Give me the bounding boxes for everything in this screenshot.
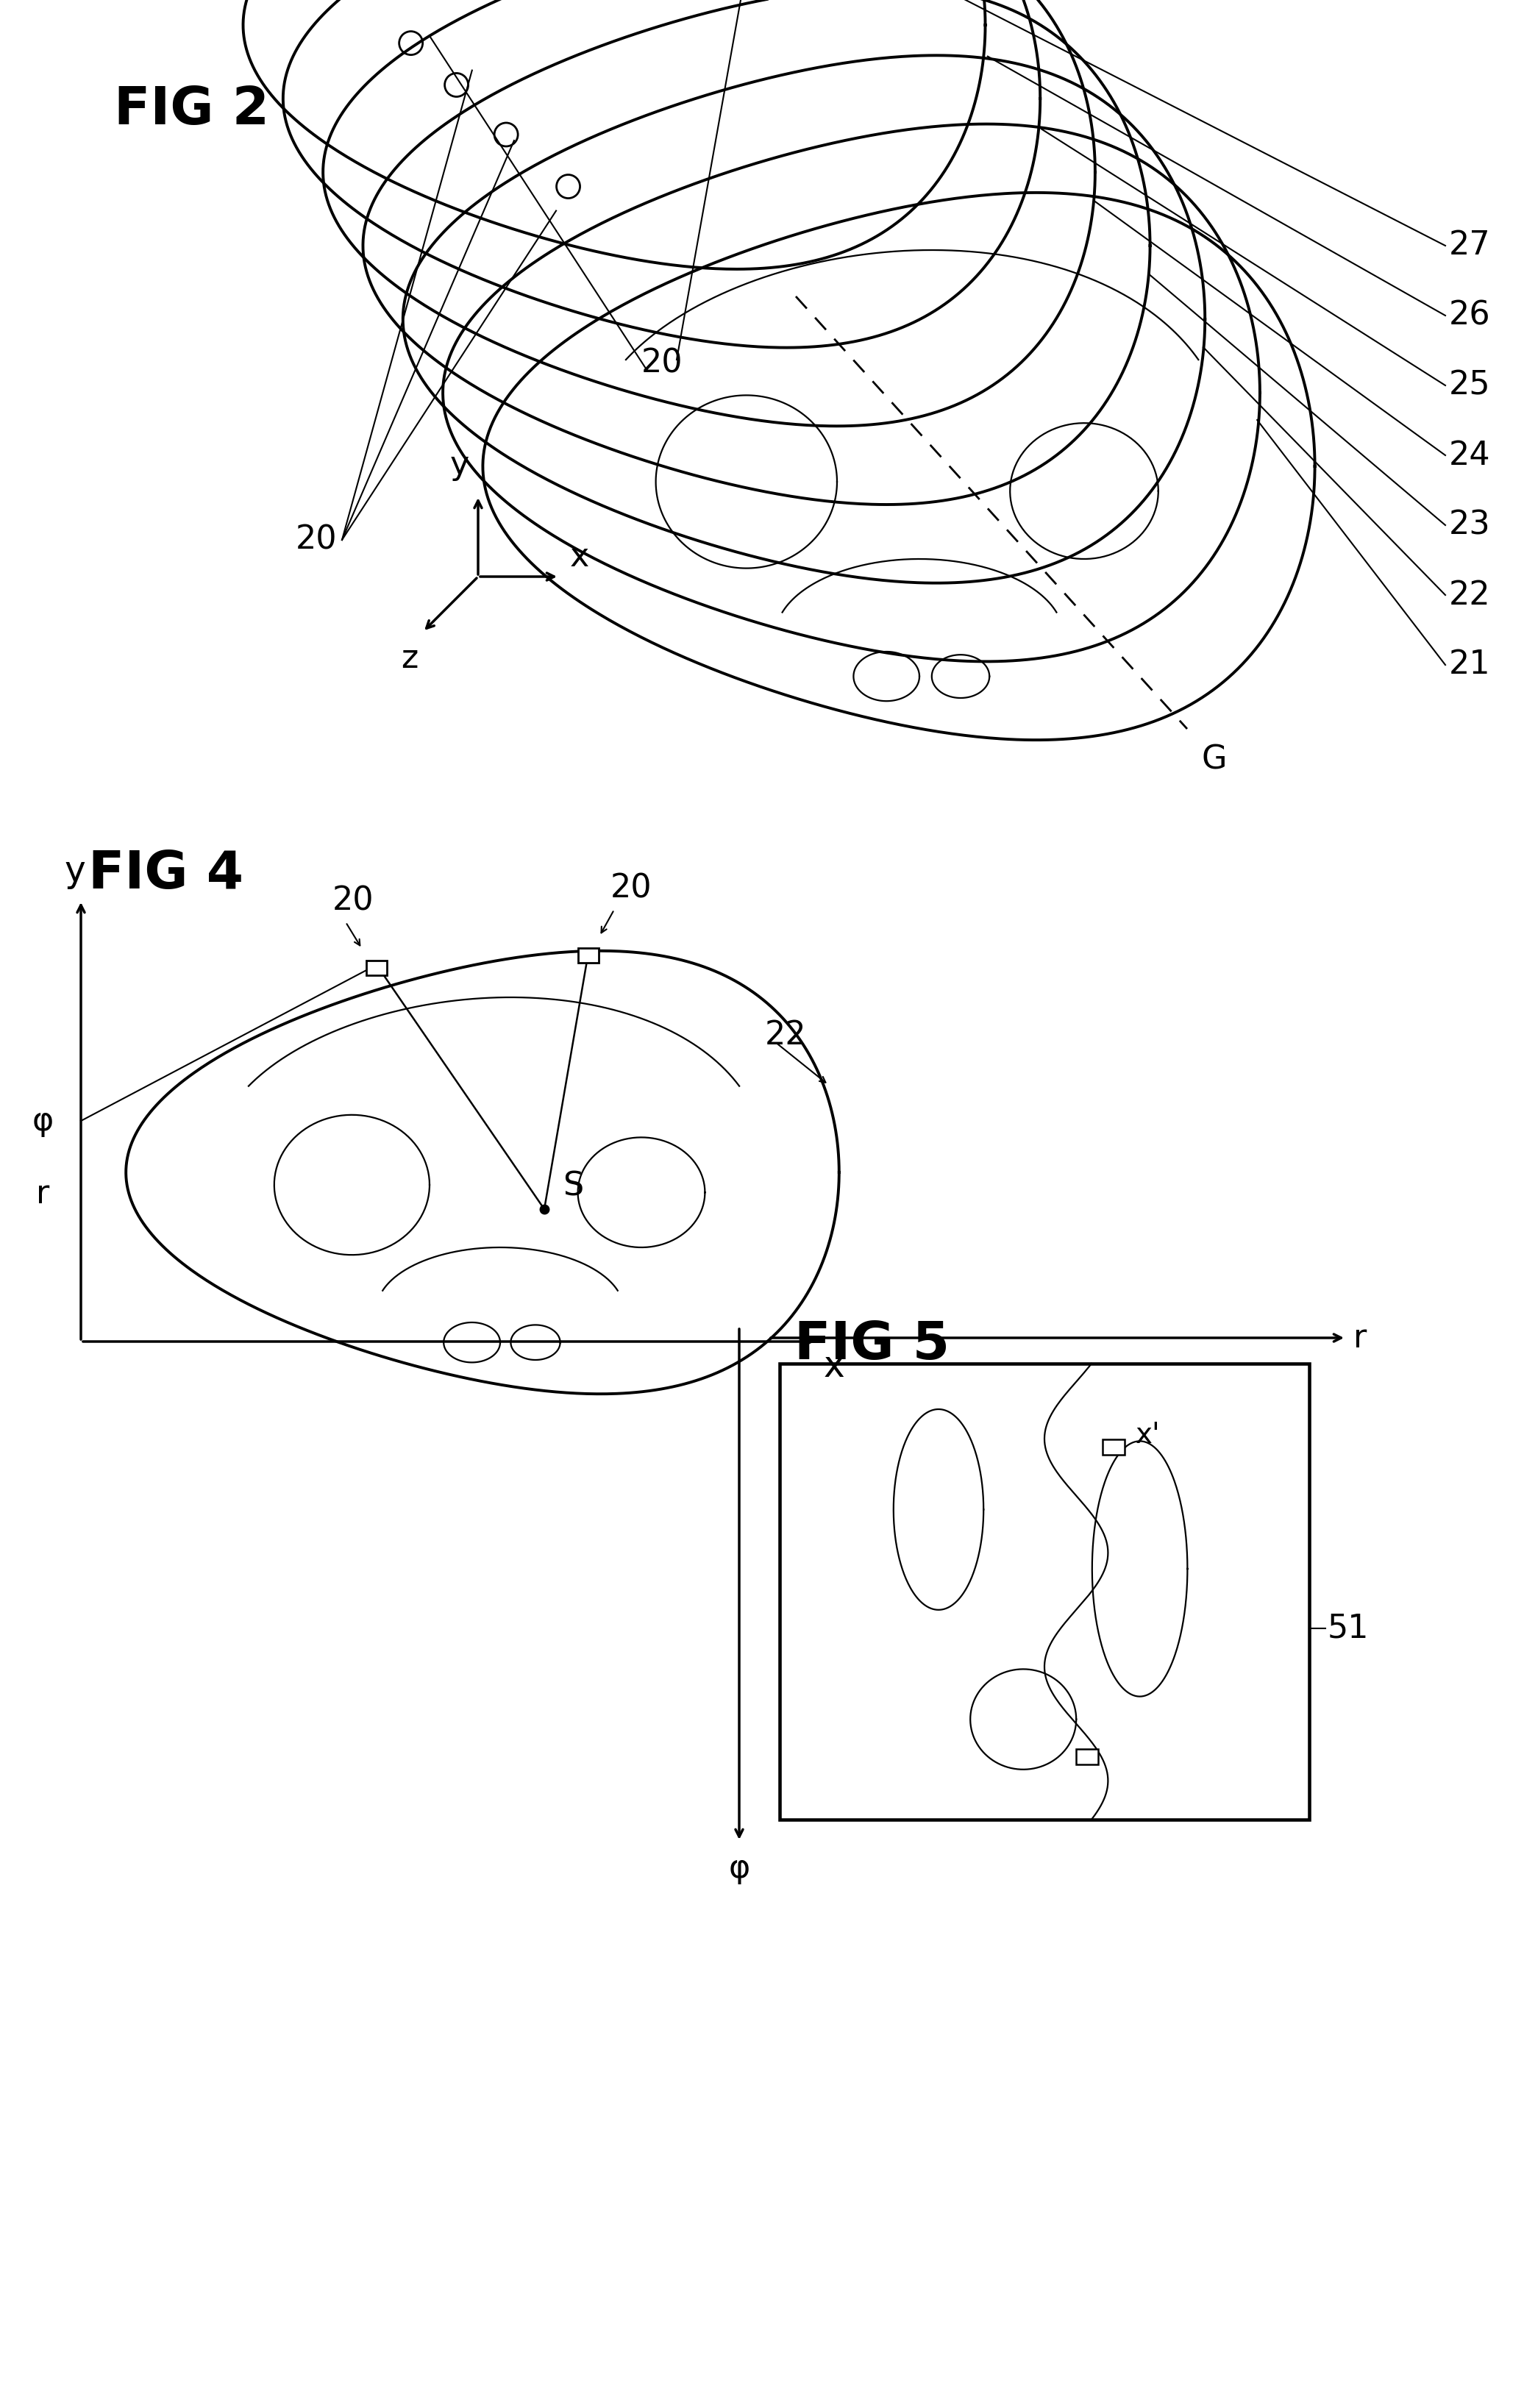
Text: 22: 22 — [1449, 580, 1490, 612]
Bar — [1076, 1748, 1097, 1765]
Text: z: z — [401, 643, 418, 674]
Text: x': x' — [1135, 1421, 1160, 1450]
Text: x: x — [824, 1348, 844, 1385]
Text: 22: 22 — [765, 1019, 806, 1050]
Text: y: y — [64, 855, 85, 889]
Text: S: S — [562, 1170, 584, 1202]
Text: 20: 20 — [642, 347, 683, 378]
Text: 27: 27 — [1449, 229, 1490, 262]
Text: x: x — [570, 542, 590, 573]
Text: 25: 25 — [1449, 368, 1490, 402]
Text: FIG 5: FIG 5 — [794, 1320, 949, 1370]
Text: r: r — [1353, 1322, 1367, 1353]
Text: FIG 4: FIG 4 — [88, 848, 244, 901]
Text: r: r — [37, 1178, 49, 1211]
Text: FIG 2: FIG 2 — [114, 84, 270, 135]
Bar — [366, 961, 387, 975]
Text: φ: φ — [728, 1852, 750, 1885]
Text: 26: 26 — [1449, 299, 1490, 332]
Text: G: G — [1202, 744, 1227, 775]
Bar — [578, 949, 599, 963]
Text: 20: 20 — [332, 886, 373, 917]
Text: 24: 24 — [1449, 438, 1490, 472]
Text: 21: 21 — [1449, 650, 1490, 681]
Text: y: y — [450, 450, 469, 482]
Text: 20: 20 — [296, 525, 337, 556]
Bar — [780, 1363, 1309, 1820]
Bar — [1102, 1440, 1125, 1454]
Text: φ: φ — [32, 1105, 53, 1137]
Text: 23: 23 — [1449, 510, 1490, 542]
Text: 51: 51 — [1327, 1613, 1369, 1645]
Text: 20: 20 — [611, 872, 652, 905]
